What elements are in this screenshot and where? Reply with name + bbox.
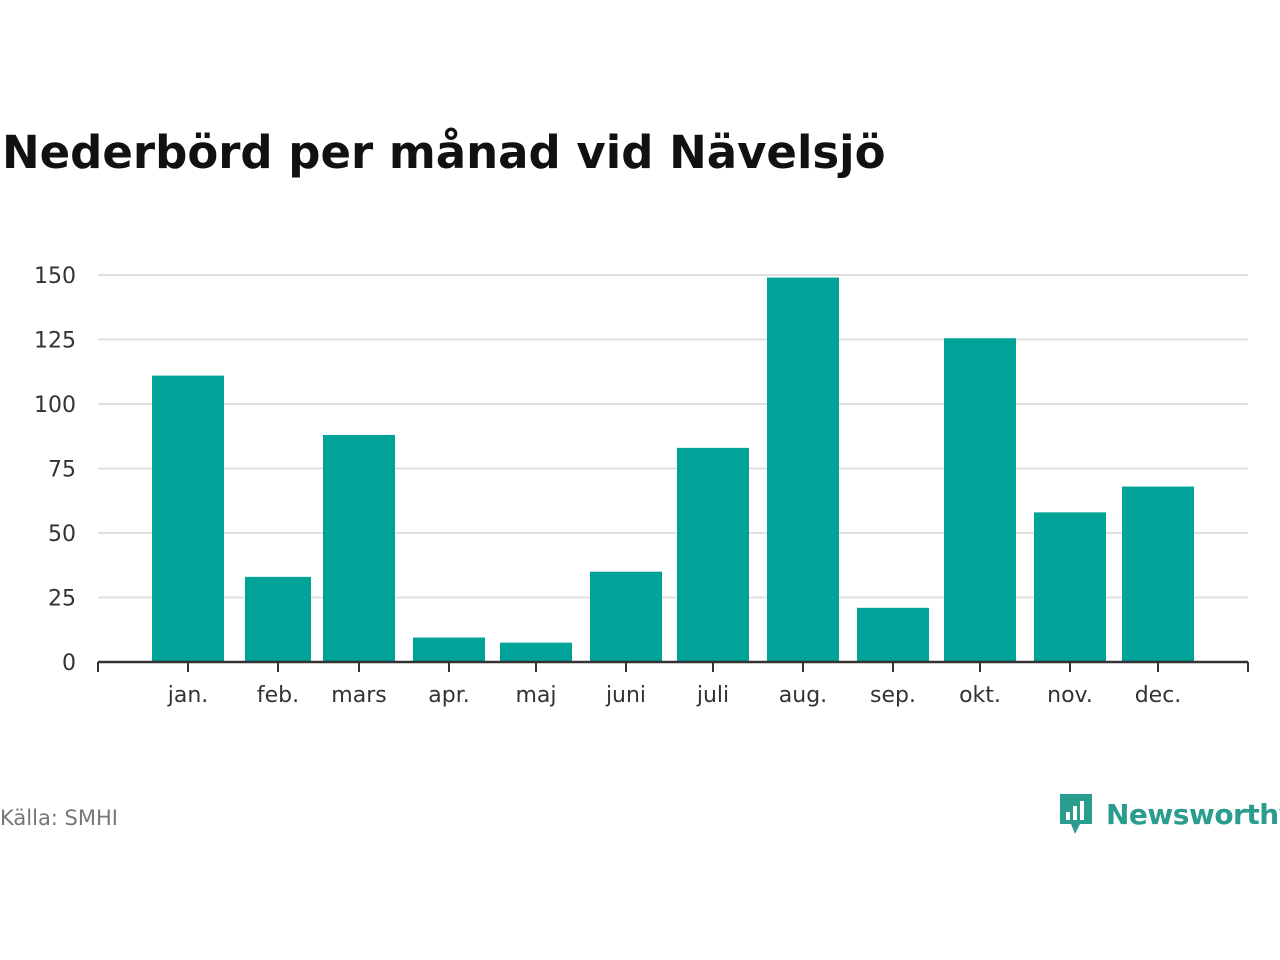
brand-logo[interactable]: Newsworthy [1058,792,1280,836]
bar-juli[interactable] [677,447,749,662]
bar-nov[interactable] [1034,512,1106,662]
bar-apr[interactable] [413,637,485,662]
y-tick-label: 100 [34,393,76,418]
brand-name: Newsworthy [1106,797,1280,831]
x-tick-label: juli [696,683,729,708]
bar-jan[interactable] [152,375,224,662]
y-tick-label: 25 [48,587,76,612]
y-axis-tick-labels: 0 25 50 75 100 125 150 [34,264,76,676]
x-tick-label: apr. [428,683,469,708]
source-note: Källa: SMHI [0,806,118,830]
x-tick-label: jan. [167,683,209,708]
y-tick-label: 0 [62,651,76,676]
bar-maj[interactable] [500,642,572,662]
x-tick-label: juni [605,683,646,708]
x-tick-label: maj [515,683,556,708]
x-tick-label: okt. [959,683,1001,708]
x-tick-label: dec. [1135,683,1182,708]
bar-dec[interactable] [1122,486,1194,662]
x-tick-label: nov. [1047,683,1093,708]
bars [152,277,1194,662]
bar-okt[interactable] [944,338,1016,662]
bar-sep[interactable] [857,607,929,662]
x-axis-tick-labels: jan. feb. mars apr. maj juni juli aug. sep. okt. n… [167,683,1182,708]
x-tick-label: feb. [257,683,299,708]
bar-mars[interactable] [323,434,395,662]
bar-feb[interactable] [245,576,311,662]
y-tick-label: 150 [34,264,76,289]
bar-aug[interactable] [767,277,839,662]
bar-juni[interactable] [590,571,662,662]
y-tick-label: 75 [48,458,76,483]
y-tick-label: 125 [34,329,76,354]
x-tick-label: mars [331,683,386,708]
chart-title: Nederbörd per månad vid Nävelsjö [2,126,886,179]
x-tick-label: aug. [779,683,827,708]
newsworthy-logo-icon [1060,794,1092,834]
x-tick-label: sep. [870,683,916,708]
x-axis [97,660,1249,672]
y-tick-label: 50 [48,522,76,547]
